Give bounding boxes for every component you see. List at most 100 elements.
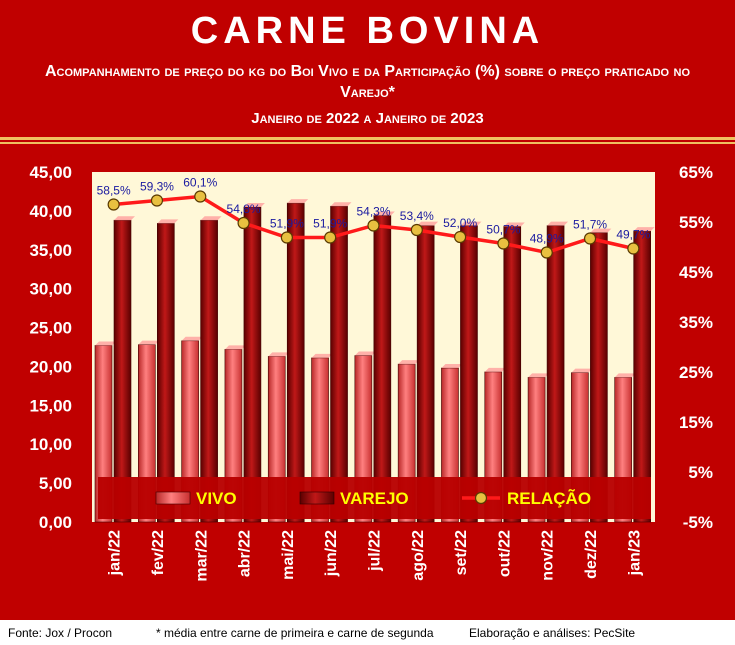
chart-subtitle: Acompanhamento de preço do kg do Boi Viv… xyxy=(44,63,691,101)
x-tick-label: mai/22 xyxy=(280,530,297,580)
legend: VIVO VAREJO RELAÇÃO xyxy=(98,477,651,519)
relacao-data-label: 51,7% xyxy=(573,218,607,232)
vivo-bar-top xyxy=(398,360,420,365)
vivo-bar-top xyxy=(311,353,333,358)
relacao-data-label: 52,0% xyxy=(443,216,477,230)
y-left-tick-label: 35,00 xyxy=(29,241,72,260)
relacao-data-label: 51,9% xyxy=(270,217,304,231)
vivo-bar-top xyxy=(484,367,506,372)
chart-title: CARNE BOVINA xyxy=(190,10,545,52)
y-right-tick-label: 55% xyxy=(679,213,713,232)
header-divider-thin xyxy=(0,142,735,144)
x-tick-label: nov/22 xyxy=(540,530,557,581)
varejo-bar xyxy=(503,222,525,523)
varejo-bar-top xyxy=(200,216,222,221)
y-left-tick-label: 15,00 xyxy=(29,396,72,415)
chart-period: Janeiro de 2022 a Janeiro de 2023 xyxy=(251,110,484,127)
varejo-bar xyxy=(330,202,352,523)
relacao-data-label: 49,7% xyxy=(616,228,650,242)
y-right-tick-label: 25% xyxy=(679,363,713,382)
x-tick-label: dez/22 xyxy=(583,530,600,579)
y-right-tick-label: 65% xyxy=(679,163,713,182)
varejo-bar-top xyxy=(287,199,309,204)
vivo-bar-top xyxy=(614,373,636,378)
legend-relacao-marker xyxy=(474,491,488,505)
y-left-tick-label: 45,00 xyxy=(29,163,72,182)
y-left-tick-label: 25,00 xyxy=(29,319,72,338)
relacao-data-label: 50,7% xyxy=(486,223,520,237)
relacao-marker xyxy=(150,194,164,207)
relacao-data-label: 58,5% xyxy=(97,184,131,198)
vivo-bar-top xyxy=(268,352,290,357)
relacao-marker xyxy=(454,230,467,244)
relacao-data-label: 51,9% xyxy=(313,217,347,231)
x-tick-label: jul/22 xyxy=(367,530,384,572)
varejo-bar-top xyxy=(633,227,655,232)
varejo-bar xyxy=(546,221,569,523)
x-tick-label: fev/22 xyxy=(150,530,167,575)
varejo-bar-top xyxy=(503,222,525,227)
varejo-bar xyxy=(200,216,222,523)
chart-header: CARNE BOVINA Acompanhamento de preço do … xyxy=(0,0,735,137)
y-right-tick-label: -5% xyxy=(683,513,713,532)
varejo-bar-face xyxy=(330,205,348,523)
y-left-tick-label: 5,00 xyxy=(39,474,72,493)
combo-chart: 0,00 5,00 10,00 15,00 20,00 25,00 30,00 35,00 40… xyxy=(29,163,713,582)
varejo-bar-top xyxy=(373,211,395,216)
relacao-marker xyxy=(583,232,597,245)
x-tick-label: jun/22 xyxy=(323,530,340,577)
legend-varejo-label: VAREJO xyxy=(340,489,409,508)
y-left-tick-label: 30,00 xyxy=(29,280,72,299)
y-right-tick-label: 15% xyxy=(679,413,713,432)
y-right-tick-label: 5% xyxy=(688,463,713,482)
header-divider xyxy=(0,137,735,140)
y-left-tick-label: 40,00 xyxy=(29,202,72,221)
relacao-marker xyxy=(107,198,120,211)
y-right-tick-label: 35% xyxy=(679,313,713,332)
varejo-bar-top xyxy=(590,228,612,233)
relacao-marker xyxy=(237,216,250,230)
legend-vivo-label: VIVO xyxy=(196,489,237,508)
relacao-marker xyxy=(367,219,380,232)
varejo-bar xyxy=(373,211,395,523)
relacao-data-label: 53,4% xyxy=(400,209,434,223)
vivo-bar-top xyxy=(354,351,376,356)
varejo-bar xyxy=(633,227,655,523)
vivo-bar-top xyxy=(138,340,160,345)
varejo-bar-face xyxy=(200,219,218,523)
vivo-bar-top xyxy=(571,368,593,373)
varejo-bar-face xyxy=(243,206,262,523)
relacao-data-label: 60,1% xyxy=(183,176,217,190)
relacao-data-label: 48,9% xyxy=(530,232,564,246)
relacao-data-label: 59,3% xyxy=(140,180,174,194)
y-right-tick-label: 45% xyxy=(679,263,713,282)
vivo-bar-top xyxy=(181,336,203,341)
vivo-bar-top xyxy=(224,345,246,350)
y-left-tick-label: 0,00 xyxy=(39,513,72,532)
relacao-marker xyxy=(194,190,207,203)
legend-relacao-label: RELAÇÃO xyxy=(507,488,591,508)
relacao-marker xyxy=(324,231,337,244)
x-tick-label: jan/23 xyxy=(626,530,643,576)
varejo-bar-top xyxy=(547,221,569,226)
varejo-bar-face xyxy=(286,202,305,523)
varejo-bar-face xyxy=(113,219,132,523)
relacao-data-label: 54,8% xyxy=(227,202,261,216)
vivo-bar-top xyxy=(441,364,463,368)
legend-vivo-swatch xyxy=(155,491,191,505)
varejo-bar-top xyxy=(157,219,179,224)
footer-source: Fonte: Jox / Procon xyxy=(8,626,113,640)
varejo-bar xyxy=(590,228,612,523)
varejo-bar xyxy=(157,219,179,523)
varejo-bar xyxy=(113,216,135,523)
relacao-marker xyxy=(280,231,293,244)
varejo-bar xyxy=(286,199,309,523)
varejo-bar-face xyxy=(373,215,392,523)
footer-credit: Elaboração e análises: PecSite xyxy=(469,626,636,640)
legend-varejo-swatch xyxy=(299,491,335,505)
varejo-bar xyxy=(243,203,265,523)
vivo-bar xyxy=(181,336,203,523)
y-left-tick-label: 10,00 xyxy=(29,435,72,454)
varejo-bar-top xyxy=(243,203,265,207)
x-tick-label: ago/22 xyxy=(410,530,427,581)
